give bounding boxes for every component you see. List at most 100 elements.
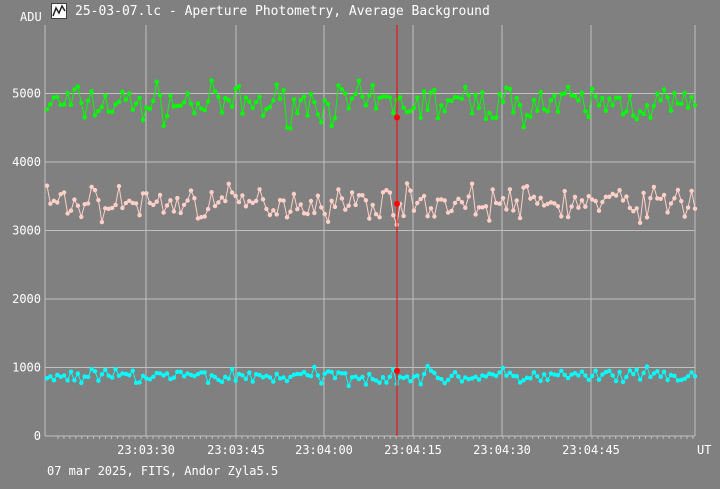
data-point [603, 369, 609, 375]
data-point [233, 378, 238, 383]
data-point [96, 378, 101, 383]
data-point [188, 372, 194, 378]
data-point [247, 198, 252, 204]
data-point [336, 83, 341, 88]
data-point [109, 109, 115, 115]
data-point [226, 376, 231, 381]
data-point [116, 373, 122, 378]
data-point [579, 198, 585, 203]
data-point [247, 99, 252, 104]
data-point [343, 371, 348, 376]
data-point [528, 376, 533, 381]
data-point [428, 368, 434, 373]
data-point [113, 366, 118, 372]
data-point [493, 200, 499, 206]
data-point [559, 92, 564, 97]
data-point [48, 102, 53, 107]
data-point [432, 88, 437, 93]
data-point [651, 371, 657, 376]
data-point [181, 374, 187, 379]
data-point [476, 105, 482, 111]
data-point [48, 374, 53, 379]
data-point [92, 187, 98, 193]
cursor-marker [394, 367, 400, 374]
data-point [411, 374, 417, 379]
data-point [675, 378, 681, 383]
data-point [661, 87, 667, 92]
series-line-0 [46, 80, 696, 130]
data-point [154, 370, 159, 376]
data-point [89, 89, 94, 94]
data-point [99, 104, 105, 110]
data-point [288, 209, 293, 214]
data-point [284, 215, 290, 220]
data-point [511, 373, 516, 379]
data-point [349, 96, 355, 101]
data-point [185, 371, 190, 376]
data-point [531, 97, 537, 103]
data-point [380, 94, 386, 99]
data-point [552, 93, 557, 99]
data-point [589, 373, 595, 379]
data-point [48, 201, 53, 206]
data-point [607, 96, 612, 101]
data-point [397, 374, 403, 380]
data-point [487, 110, 492, 116]
data-point [631, 371, 636, 377]
data-point [127, 91, 132, 96]
data-point [497, 370, 502, 375]
data-point [284, 125, 290, 130]
data-point [75, 371, 81, 376]
data-point [99, 372, 105, 377]
data-point [421, 193, 427, 199]
data-point [82, 115, 87, 120]
data-point [415, 95, 420, 100]
data-point [586, 114, 591, 120]
y-axis-label: ADU [20, 10, 42, 24]
data-point [120, 205, 125, 211]
data-point [243, 204, 249, 209]
data-point [387, 95, 393, 100]
data-point [432, 214, 437, 219]
data-point [552, 372, 557, 377]
data-point [68, 208, 74, 213]
data-point [634, 206, 639, 211]
data-point [367, 93, 372, 98]
data-point [130, 368, 135, 373]
data-point [151, 374, 156, 379]
data-point [524, 184, 530, 189]
x-tick-label: 23:04:00 [295, 443, 353, 457]
data-point [236, 84, 242, 89]
data-point [188, 188, 194, 193]
data-point [55, 200, 60, 205]
data-point [356, 78, 362, 83]
data-point [391, 213, 396, 218]
data-point [480, 205, 485, 210]
data-point [559, 368, 564, 373]
data-point [456, 374, 461, 379]
data-point [384, 188, 389, 193]
data-point [219, 379, 225, 385]
data-point [291, 97, 297, 102]
data-point [65, 211, 70, 216]
data-point [452, 370, 458, 375]
data-point [463, 205, 468, 210]
data-point [692, 374, 698, 379]
data-point [418, 115, 423, 121]
data-point [161, 373, 166, 378]
data-point [185, 91, 190, 96]
data-point [199, 370, 204, 375]
data-point [175, 103, 180, 109]
x-tick-label: 23:04:30 [473, 443, 531, 457]
lightcurve-app-icon[interactable] [51, 3, 67, 19]
data-point [555, 373, 561, 378]
data-point [552, 201, 557, 206]
data-point [668, 201, 674, 206]
data-point [212, 374, 218, 380]
data-point [476, 377, 482, 382]
data-point [497, 201, 502, 206]
data-point [243, 95, 249, 100]
data-point [425, 214, 430, 219]
data-point [370, 83, 375, 88]
